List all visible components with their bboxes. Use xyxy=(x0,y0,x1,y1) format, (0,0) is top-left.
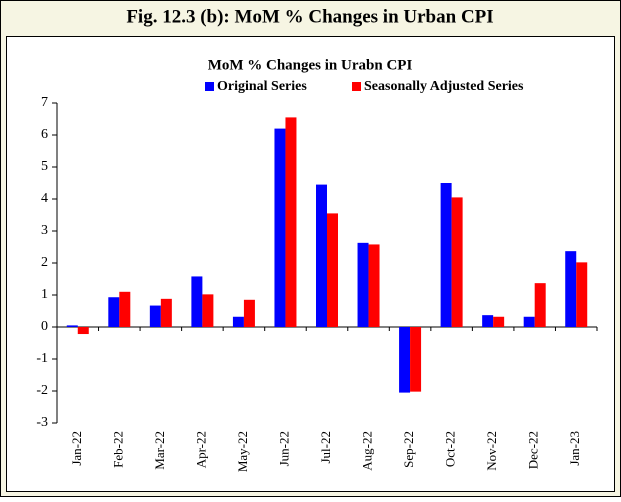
y-tick-label: 7 xyxy=(41,95,48,110)
bar xyxy=(493,316,505,327)
y-tick-label: 1 xyxy=(41,287,48,302)
x-tick-label: May-22 xyxy=(235,431,250,472)
y-tick-label: -2 xyxy=(36,383,48,398)
chart-area xyxy=(6,36,615,492)
bar xyxy=(243,299,255,327)
y-tick-label: 5 xyxy=(41,159,48,174)
legend-swatch xyxy=(205,82,214,91)
y-tick-label: 4 xyxy=(41,191,48,206)
bar xyxy=(399,327,411,393)
bar xyxy=(534,283,546,327)
bar xyxy=(232,316,244,327)
bar xyxy=(316,184,327,327)
bar xyxy=(327,213,338,327)
x-tick-label: Jan-22 xyxy=(69,431,84,466)
bar xyxy=(482,315,494,327)
y-tick-label: 0 xyxy=(41,319,48,334)
x-tick-label: Jul-22 xyxy=(318,431,333,464)
y-tick-label: 3 xyxy=(41,223,48,238)
bar xyxy=(357,242,369,327)
legend-swatch xyxy=(352,82,361,91)
bar xyxy=(77,327,89,335)
bar xyxy=(368,244,380,327)
bar xyxy=(451,197,463,327)
bar xyxy=(108,297,120,327)
bar xyxy=(160,298,172,327)
x-tick-label: Aug-22 xyxy=(360,431,375,471)
figure-title: Fig. 12.3 (b): MoM % Changes in Urban CP… xyxy=(126,6,493,27)
bar xyxy=(202,294,214,327)
bar xyxy=(119,291,131,327)
x-tick-label: Mar-22 xyxy=(152,431,167,470)
bar xyxy=(66,325,78,327)
bar xyxy=(576,262,588,327)
x-tick-label: Dec-22 xyxy=(526,431,541,469)
y-tick-label: 2 xyxy=(41,255,48,270)
x-tick-label: Sep-22 xyxy=(401,431,416,468)
bar xyxy=(191,276,203,327)
x-tick-label: Feb-22 xyxy=(110,431,125,468)
bar xyxy=(565,251,577,327)
y-tick-label: 6 xyxy=(41,127,48,142)
x-tick-label: Nov-22 xyxy=(484,431,499,471)
bar xyxy=(149,305,161,327)
y-tick-label: -3 xyxy=(36,415,48,430)
chart-title: MoM % Changes in Urabn CPI xyxy=(208,57,413,73)
bar xyxy=(410,327,422,392)
x-tick-label: Jun-22 xyxy=(276,431,291,466)
bar xyxy=(523,316,535,327)
x-tick-label: Jan-23 xyxy=(567,431,582,466)
bar xyxy=(285,117,297,328)
legend-label: Seasonally Adjusted Series xyxy=(364,79,524,94)
x-tick-label: Apr-22 xyxy=(193,431,208,468)
x-tick-label: Oct-22 xyxy=(443,431,458,467)
legend-label: Original Series xyxy=(217,79,307,94)
bar xyxy=(440,183,452,327)
bar xyxy=(274,128,286,327)
y-tick-label: -1 xyxy=(36,351,48,366)
